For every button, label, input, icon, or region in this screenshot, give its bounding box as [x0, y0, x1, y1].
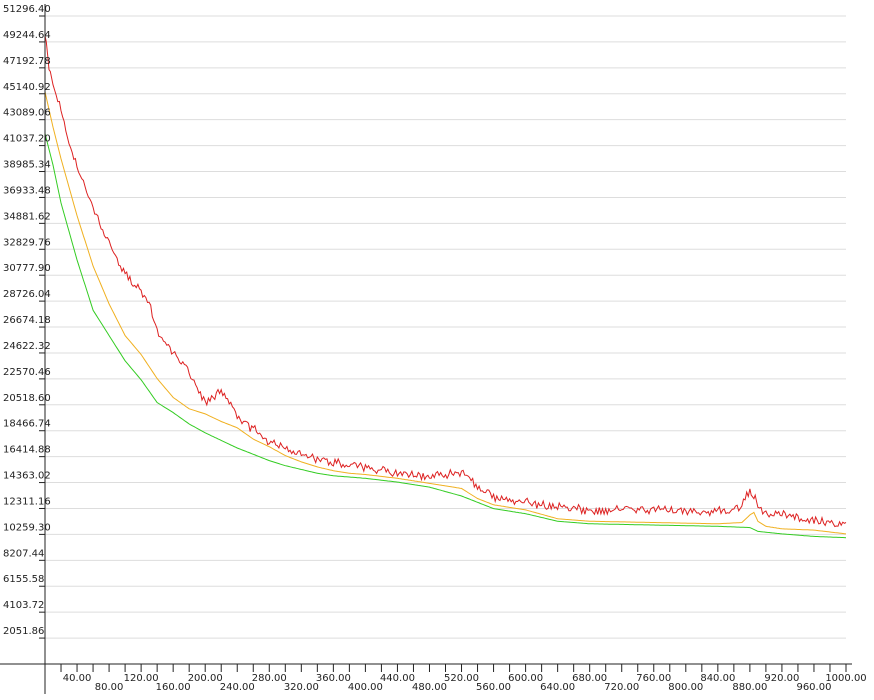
x-tick-label: 520.00	[444, 673, 479, 684]
series-layer	[44, 35, 847, 539]
y-tick-label: 10259.30	[3, 522, 51, 533]
series-line-2	[44, 91, 847, 535]
x-tick-label: 840.00	[700, 673, 735, 684]
y-tick-label: 32829.76	[3, 237, 51, 248]
y-tick-label: 4103.72	[3, 600, 44, 611]
x-tick-label: 1000.00	[825, 673, 866, 684]
x-tick-label: 240.00	[220, 682, 255, 693]
axes: 2051.86 4103.72 6155.58 8207.44 10259.30 1231…	[0, 4, 867, 694]
y-tick-label: 14363.02	[3, 471, 51, 482]
y-tick-label: 22570.46	[3, 367, 51, 378]
x-tick-label: 280.00	[252, 673, 287, 684]
x-tick-label: 160.00	[156, 682, 191, 693]
x-tick-label: 640.00	[540, 682, 575, 693]
grid-lines	[45, 15, 846, 639]
x-tick-label: 360.00	[316, 673, 351, 684]
x-tick-label: 880.00	[732, 682, 767, 693]
x-tick-label: 480.00	[412, 682, 447, 693]
y-tick-label: 18466.74	[3, 419, 51, 430]
x-tick-label: 120.00	[124, 673, 159, 684]
y-tick-label: 51296.40	[3, 4, 51, 15]
x-tick-label: 760.00	[636, 673, 671, 684]
y-tick-label: 6155.58	[3, 574, 44, 585]
x-tick-label: 960.00	[796, 682, 831, 693]
x-tick-label: 400.00	[348, 682, 383, 693]
y-tick-label: 26674.18	[3, 315, 51, 326]
x-tick-label: 800.00	[668, 682, 703, 693]
y-tick-label: 16414.88	[3, 445, 51, 456]
y-tick-label: 24622.32	[3, 341, 51, 352]
y-tick-label: 36933.48	[3, 185, 51, 196]
y-tick-label: 8207.44	[3, 548, 44, 559]
x-tick-label: 40.00	[63, 673, 92, 684]
y-tick-label: 28726.04	[3, 289, 51, 300]
x-tick-label: 600.00	[508, 673, 543, 684]
x-tick-label: 720.00	[604, 682, 639, 693]
x-tick-label: 200.00	[188, 673, 223, 684]
series-line-3	[44, 133, 847, 539]
y-tick-label: 2051.86	[3, 626, 44, 637]
y-tick-label: 45140.92	[3, 82, 51, 93]
y-tick-label: 34881.62	[3, 211, 51, 222]
x-tick-label: 920.00	[764, 673, 799, 684]
y-tick-label: 47192.78	[3, 56, 51, 67]
y-tick-label: 49244.64	[3, 30, 51, 41]
y-tick-label: 12311.16	[3, 496, 51, 507]
x-tick-label: 440.00	[380, 673, 415, 684]
y-tick-label: 20518.60	[3, 393, 51, 404]
series-line-1	[44, 35, 847, 528]
y-tick-label: 43089.06	[3, 108, 51, 119]
y-tick-label: 38985.34	[3, 160, 51, 171]
x-tick-label: 680.00	[572, 673, 607, 684]
x-tick-label: 320.00	[284, 682, 319, 693]
y-tick-label: 41037.20	[3, 134, 51, 145]
y-tick-label: 30777.90	[3, 263, 51, 274]
x-tick-label: 80.00	[95, 682, 124, 693]
x-tick-label: 560.00	[476, 682, 511, 693]
